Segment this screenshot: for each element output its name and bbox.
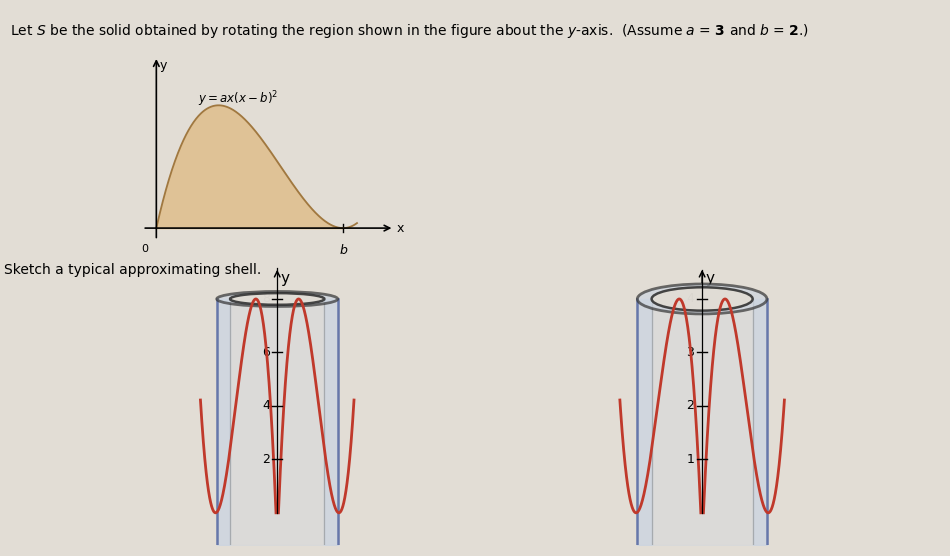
Text: 4: 4 [687, 292, 694, 305]
Text: 0: 0 [142, 244, 148, 254]
Text: Let $S$ be the solid obtained by rotating the region shown in the figure about t: Let $S$ be the solid obtained by rotatin… [10, 22, 808, 39]
Text: $y=ax(x-b)^2$: $y=ax(x-b)^2$ [199, 90, 278, 109]
Text: 1: 1 [687, 453, 694, 466]
Text: Sketch a typical approximating shell.: Sketch a typical approximating shell. [4, 262, 261, 277]
Text: 4: 4 [262, 399, 270, 413]
Text: x: x [396, 222, 404, 235]
Text: 2: 2 [262, 453, 270, 466]
Text: 8: 8 [262, 292, 270, 305]
Text: 6: 6 [262, 346, 270, 359]
Ellipse shape [637, 284, 767, 314]
Ellipse shape [217, 291, 337, 306]
Text: y: y [280, 271, 289, 286]
Text: 3: 3 [687, 346, 694, 359]
Text: y: y [160, 58, 167, 72]
Ellipse shape [230, 293, 324, 305]
Text: b: b [339, 244, 347, 257]
Text: 2: 2 [687, 399, 694, 413]
Ellipse shape [652, 287, 752, 311]
Text: y: y [705, 271, 714, 286]
